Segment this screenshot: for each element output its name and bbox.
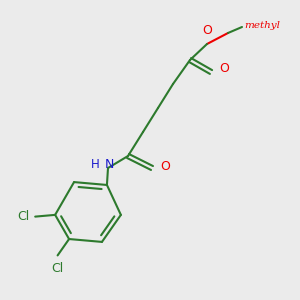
Text: O: O [160,160,170,172]
Text: methyl: methyl [244,20,280,29]
Text: Cl: Cl [17,210,29,223]
Text: N: N [104,158,114,170]
Text: O: O [219,62,229,76]
Text: O: O [202,24,212,37]
Text: H: H [91,158,100,170]
Text: Cl: Cl [52,262,64,275]
